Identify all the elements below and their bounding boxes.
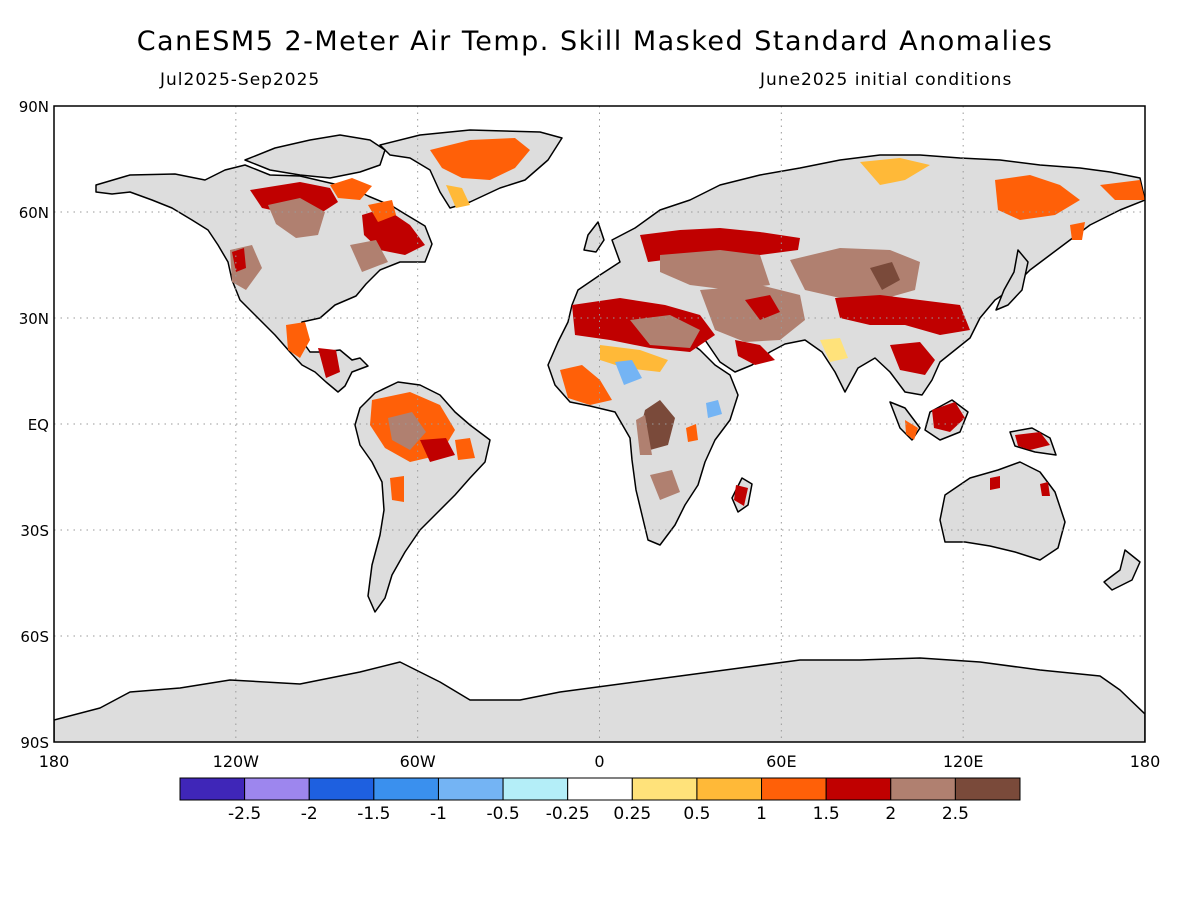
anomaly-patch-siberia-north xyxy=(860,158,930,185)
map-frame xyxy=(53,105,1146,743)
anomaly-patch-central-asia xyxy=(790,248,920,300)
lon-tick-label: 0 xyxy=(594,752,604,771)
anomaly-patch-south-china xyxy=(890,342,935,375)
anomaly-patch-kenya xyxy=(686,424,698,442)
anomaly-patch-hudson-brown xyxy=(268,198,325,238)
anomaly-patch-greenland xyxy=(430,138,530,180)
colorbar-label: 1.5 xyxy=(813,804,840,824)
lat-tick-label: 60S xyxy=(20,628,49,646)
anomaly-patch-middle-east xyxy=(700,285,805,342)
lon-tick-label: 60E xyxy=(766,752,796,771)
colorbar-label: -2.5 xyxy=(228,804,261,824)
anomaly-patch-india xyxy=(820,338,848,362)
lon-tick-label: 60W xyxy=(400,752,436,771)
anomaly-patch-sumatra xyxy=(905,420,918,440)
anomaly-patch-pacific-nw xyxy=(232,248,246,272)
anomaly-patches xyxy=(230,138,1145,506)
anomaly-patch-west-africa xyxy=(560,365,612,405)
lon-tick-label: 180 xyxy=(1130,752,1161,771)
colorbar-label: 1 xyxy=(756,804,767,824)
arctic-islands xyxy=(244,134,386,179)
colorbar-label: -1.5 xyxy=(357,804,390,824)
colorbar-swatch xyxy=(696,777,763,801)
colorbar-swatch xyxy=(825,777,892,801)
australia-landmass xyxy=(939,461,1066,561)
lat-tick-label: 90N xyxy=(19,98,49,116)
anomaly-patch-siberia-east xyxy=(995,175,1080,220)
anomaly-patch-amazon-core xyxy=(388,412,426,450)
colorbar-label: 2.5 xyxy=(942,804,969,824)
forecast-period: Jul2025-Sep2025 xyxy=(160,70,321,90)
anomaly-patch-australia-east xyxy=(1040,482,1050,496)
colorbar-label: 0.25 xyxy=(613,804,651,824)
colorbar-swatch xyxy=(373,777,439,801)
anomaly-patch-bolivia xyxy=(390,476,404,502)
map-title: CanESM5 2-Meter Air Temp. Skill Masked S… xyxy=(136,26,1054,57)
new-zealand-landmass xyxy=(1103,549,1141,591)
anomaly-patch-east-africa xyxy=(706,400,722,418)
anomaly-patch-black-sea xyxy=(660,250,770,290)
colorbar-swatch xyxy=(954,777,1021,801)
anomaly-patch-borneo xyxy=(932,402,965,432)
colorbar-label: -2 xyxy=(301,804,318,824)
colorbar-label: -0.25 xyxy=(546,804,590,824)
lat-tick-label: 60N xyxy=(19,204,49,222)
anomaly-patch-amazon-red xyxy=(420,438,455,462)
lon-tick-label: 120E xyxy=(943,752,984,771)
antarctica-landmass xyxy=(54,657,1145,742)
lat-tick-label: 90S xyxy=(20,734,49,752)
anomaly-patch-madagascar xyxy=(734,485,748,506)
anomaly-patch-congo-edge xyxy=(636,415,652,455)
anomaly-patch-mexico xyxy=(286,322,310,358)
anomaly-patch-sahara-brown xyxy=(630,315,700,348)
anomaly-patch-brazil-east xyxy=(455,438,475,460)
anomaly-patch-australia-north xyxy=(990,476,1000,490)
colorbar-swatch xyxy=(890,777,956,801)
anomaly-patch-tibet xyxy=(835,295,970,335)
colorbar-label: -0.5 xyxy=(486,804,519,824)
initial-conditions-label: June2025 initial conditions xyxy=(760,70,1013,90)
lat-tick-label: 30N xyxy=(19,310,49,328)
colorbar-label: 2 xyxy=(885,804,896,824)
colorbar-swatch xyxy=(567,777,633,801)
anomaly-patch-southern-africa xyxy=(650,470,680,500)
colorbar-swatch xyxy=(631,777,698,801)
anomaly-patch-kamchatka xyxy=(1070,222,1085,240)
colorbar-swatch xyxy=(761,777,827,801)
anomaly-patch-greenland-edge xyxy=(446,185,470,208)
japan-landmass xyxy=(995,249,1029,311)
colorbar-swatch xyxy=(179,777,246,801)
anomaly-patch-iran xyxy=(745,295,780,320)
colorbar-swatch xyxy=(244,777,310,801)
lat-tick-label: EQ xyxy=(28,416,49,434)
lon-tick-label: 120W xyxy=(213,752,260,771)
anomaly-patch-mongolia xyxy=(870,262,900,290)
colorbar: -2.5 -2 -1.5 -1 -0.5 -0.25 0.25 0.5 1 1.5 2 2.5 xyxy=(179,777,1021,824)
colorbar-swatch xyxy=(308,777,375,801)
colorbar-label: -1 xyxy=(430,804,447,824)
anomaly-patch-quebec-edge xyxy=(368,200,396,222)
colorbar-swatch xyxy=(437,777,504,801)
anomaly-patch-new-guinea xyxy=(1015,432,1050,450)
anomaly-patch-lake-chad xyxy=(615,360,642,385)
anomaly-patch-central-america xyxy=(318,348,340,378)
colorbar-label: 0.5 xyxy=(683,804,710,824)
colorbar-swatch xyxy=(502,777,569,801)
anomaly-patch-siberia-cap xyxy=(1100,180,1145,200)
great-britain-landmass xyxy=(583,221,605,253)
lon-tick-label: 180 xyxy=(39,752,70,771)
anomaly-patch-canada-arctic xyxy=(330,178,372,200)
lat-tick-label: 30S xyxy=(20,522,49,540)
anomaly-patch-arabia xyxy=(735,340,775,365)
anomaly-patch-ontario xyxy=(350,240,388,272)
